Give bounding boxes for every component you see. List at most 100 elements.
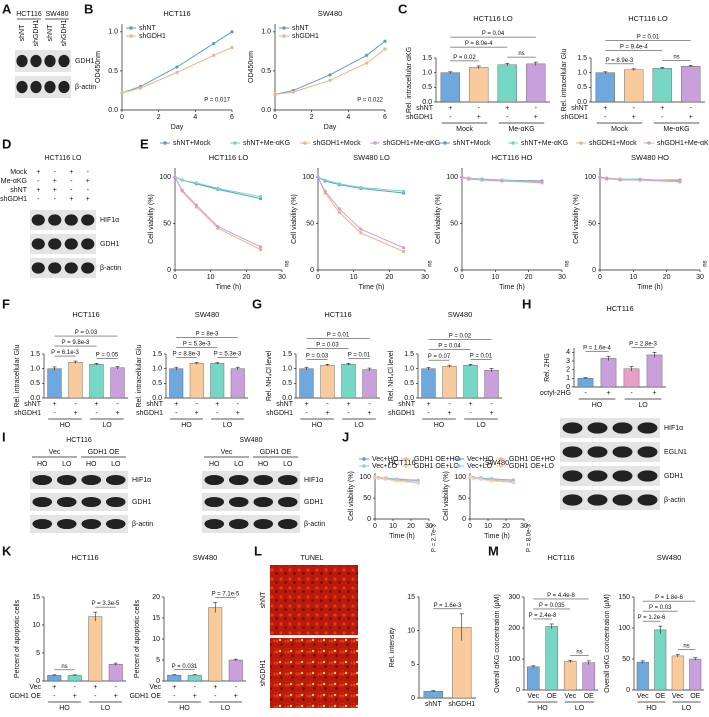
data-point xyxy=(216,224,220,229)
sign: - xyxy=(194,684,197,691)
y-tick-label: 1 xyxy=(566,375,570,382)
group-label: HO xyxy=(181,422,192,429)
data-point xyxy=(472,476,476,481)
group-label: LO xyxy=(682,705,692,712)
x-axis-label: Time (h) xyxy=(359,284,385,291)
blot-title: HCT116 xyxy=(66,437,92,444)
blot-band xyxy=(204,474,225,486)
sign: + xyxy=(69,169,73,176)
legend-marker xyxy=(233,141,237,145)
sign: + xyxy=(660,105,664,112)
y-tick-label: 0.5 xyxy=(108,68,118,75)
data-point xyxy=(337,182,341,186)
p-value-label: P = 1.6e-3 xyxy=(434,603,462,609)
p-value-label: P = 0.035 xyxy=(539,603,565,609)
sign: - xyxy=(214,693,217,700)
y-tick-label: 0 xyxy=(462,516,466,523)
blot-band xyxy=(612,470,633,482)
row-label: Vec xyxy=(149,684,161,691)
data-point xyxy=(138,86,142,90)
sign: + xyxy=(632,114,636,121)
group-label: LO xyxy=(223,422,233,429)
data-point xyxy=(598,175,602,179)
y-axis-label: Cell viability (%) xyxy=(348,471,355,521)
blot-band xyxy=(31,238,45,250)
blot-band xyxy=(637,446,658,458)
x-tick-label: 2 xyxy=(310,114,314,121)
y-tick-label: 0 xyxy=(156,678,160,685)
data-point xyxy=(638,178,642,182)
legend-marker xyxy=(579,141,583,145)
legend-label: Vec+HO xyxy=(467,456,494,463)
sign: - xyxy=(633,105,636,112)
y-tick-label: 1.5 xyxy=(30,351,40,358)
y-tick-label: 0.0 xyxy=(422,99,432,106)
panel-letter: C xyxy=(398,1,408,16)
sign: - xyxy=(87,187,90,194)
legend-label: shNT+Mock xyxy=(173,140,211,147)
sign: + xyxy=(652,390,656,397)
sign: - xyxy=(235,684,238,691)
sign: + xyxy=(489,410,493,417)
blot-band xyxy=(277,496,298,508)
annotation: ns xyxy=(703,260,709,266)
subplot-title: SW480 xyxy=(448,310,473,319)
y-axis-label: Percent of apoptotic cells xyxy=(14,599,21,678)
subplot-title: SW480 xyxy=(485,458,510,467)
y-axis-label: Rel. 2HG xyxy=(544,353,551,382)
legend-label: shGDH1+Me-αKG xyxy=(383,140,440,147)
blot-band xyxy=(32,518,53,530)
blot-band xyxy=(31,262,45,274)
bar xyxy=(646,354,663,388)
y-tick-label: 0 xyxy=(367,516,371,523)
row-label: shNT xyxy=(260,591,267,608)
lane-label: shGDH1 xyxy=(61,19,68,46)
x-tick-label: 20 xyxy=(407,523,415,530)
bar xyxy=(320,364,335,399)
y-axis-label: Cell viability (%) xyxy=(573,194,580,244)
row-label: shGDH1 xyxy=(14,410,41,417)
p-value-label: P = 8e-3 xyxy=(196,332,219,338)
x-tick-label: OE xyxy=(690,693,700,700)
data-point xyxy=(230,30,234,34)
y-tick-label: 0 xyxy=(167,267,171,274)
p-value-label: P = 2.4e-8 xyxy=(529,613,557,619)
sign: - xyxy=(95,410,98,417)
y-tick-label: 100 xyxy=(446,174,458,181)
series-line xyxy=(274,40,386,95)
y-tick-label: 50 xyxy=(163,220,171,227)
blot-background xyxy=(15,76,71,98)
row-label: shGDH1 xyxy=(136,410,163,417)
group-label: HCT116 xyxy=(16,11,42,18)
p-value-label: P = 5.3e-3 xyxy=(214,352,242,358)
y-axis-label: OD450nm xyxy=(248,51,255,83)
data-point xyxy=(337,210,341,215)
band-label: HIF1α xyxy=(100,217,119,224)
blot-band xyxy=(637,470,658,482)
data-point xyxy=(373,475,377,479)
sign: + xyxy=(505,105,509,112)
sign: - xyxy=(53,410,56,417)
sign: - xyxy=(347,410,350,417)
data-point xyxy=(416,481,420,485)
p-value-label: P = 1.8e-6 xyxy=(655,595,683,601)
data-point xyxy=(291,90,295,94)
subplot-title: HCT116 xyxy=(163,9,190,18)
row-label: shNT xyxy=(276,401,293,408)
subplot-title: SW480 xyxy=(657,553,682,562)
group-label: LO xyxy=(638,402,648,409)
row-label: shGDH1 xyxy=(260,659,267,686)
lane-label: shNT xyxy=(47,24,54,41)
sign: + xyxy=(53,187,57,194)
y-tick-label: 150 xyxy=(618,594,630,601)
p-value-label: P = 0.02 xyxy=(453,55,476,61)
sign: + xyxy=(447,410,451,417)
data-point xyxy=(467,177,471,181)
group-label: Me-αKG xyxy=(663,126,689,133)
group-label: HO xyxy=(312,422,323,429)
sign: + xyxy=(304,401,308,408)
blot-band xyxy=(562,422,583,434)
sign: + xyxy=(236,410,240,417)
p-value-label: P = 0.02 xyxy=(449,333,472,339)
